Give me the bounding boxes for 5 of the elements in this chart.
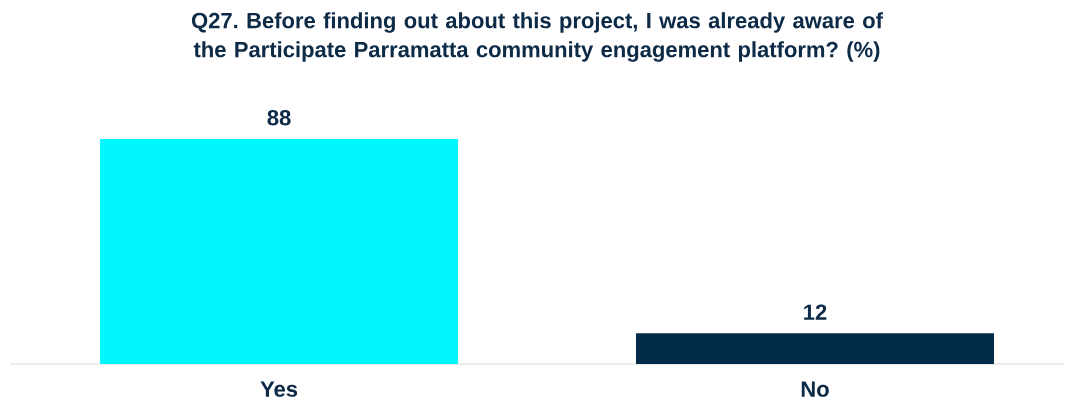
x-tick-label: No — [801, 381, 829, 397]
data-label: 12 — [804, 304, 827, 320]
chart-title: Q27. Before finding out about this project, I was already aware of the Participate Parramatta community engagement platform? (%) — [191, 12, 884, 62]
x-tick-label: Yes — [260, 381, 298, 397]
data-label: 88 — [267, 109, 291, 126]
